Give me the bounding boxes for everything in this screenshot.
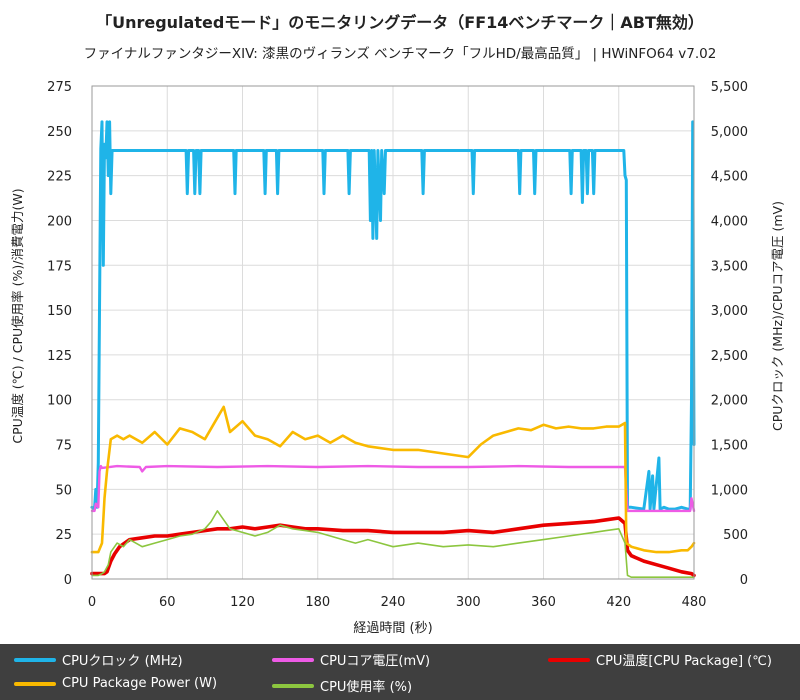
chart-area: 0 60 120 180 240 300 360 420 480 0 25 50 75 100 125 15…	[10, 80, 785, 636]
y-left-tick-label: 25	[55, 528, 72, 543]
x-tick-label: 420	[606, 595, 631, 610]
y-right-tick-label: 5,000	[711, 125, 748, 140]
x-axis-label: 経過時間 (秒)	[353, 621, 432, 636]
legend-label: CPUクロック (MHz)	[62, 654, 183, 669]
series-lines	[90, 120, 696, 579]
y-left-tick-label: 100	[47, 394, 72, 409]
y-left-tick-label: 0	[64, 573, 72, 588]
x-tick-label: 480	[682, 595, 707, 610]
y-left-tick-label: 150	[47, 304, 72, 319]
legend-swatch	[272, 657, 314, 662]
gridlines	[92, 86, 694, 579]
legend-swatch	[14, 681, 56, 686]
y-right-tick-label: 3,000	[711, 304, 748, 319]
y-left-tick-label: 50	[55, 483, 72, 498]
y-right-tick-label: 2,500	[711, 349, 748, 364]
x-tick-label: 180	[305, 595, 330, 610]
y-left-tick-label: 175	[47, 259, 72, 274]
legend-swatch	[14, 657, 56, 662]
legend-label: CPU温度[CPU Package] (℃)	[596, 654, 772, 669]
y-right-tick-label: 5,500	[711, 80, 748, 95]
legend-item-package-power: CPU Package Power (W)	[14, 676, 217, 691]
series-line-1	[90, 464, 696, 513]
legend-item-cpu-temp: CPU温度[CPU Package] (℃)	[548, 650, 772, 669]
y-left-tick-label: 200	[47, 214, 72, 229]
y-left-tick-label: 125	[47, 349, 72, 364]
x-axis-ticks: 0 60 120 180 240 300 360 420 480	[88, 595, 707, 610]
y-left-tick-label: 275	[47, 80, 72, 95]
y-right-tick-label: 4,000	[711, 214, 748, 229]
y-right-tick-label: 2,000	[711, 394, 748, 409]
x-tick-label: 60	[159, 595, 176, 610]
x-tick-label: 360	[531, 595, 556, 610]
legend-item-cpu-clock: CPUクロック (MHz)	[14, 650, 183, 669]
y-axis-label-left: CPU温度 (℃) / CPU使用率 (%)/消費電力(W)	[10, 188, 25, 443]
x-tick-label: 120	[230, 595, 255, 610]
y-right-tick-label: 1,500	[711, 439, 748, 454]
y-axis-label-right: CPUクロック (MHz)/CPUコア電圧 (mV)	[770, 201, 785, 431]
legend-label: CPU Package Power (W)	[62, 676, 218, 691]
plot-frame	[91, 85, 695, 580]
chart-subtitle: ファイナルファンタジーXIV: 漆黒のヴィランズ ベンチマーク「フルHD/最高品…	[83, 46, 717, 62]
y-right-tick-label: 1,000	[711, 483, 748, 498]
x-tick-label: 240	[381, 595, 406, 610]
y-right-tick-label: 0	[740, 573, 748, 588]
series-line-4	[91, 510, 695, 579]
y-right-tick-label: 500	[723, 528, 748, 543]
chart-title: 「Unregulatedモード」のモニタリングデータ（FF14ベンチマーク｜AB…	[96, 13, 704, 32]
y-left-axis-ticks: 0 25 50 75 100 125 150 175 200 225 250 275	[47, 80, 72, 588]
y-right-axis-ticks: 0 500 1,000 1,500 2,000 2,500 3,000 3,500 4,000 4…	[711, 80, 748, 588]
legend-swatch	[548, 657, 590, 662]
y-left-tick-label: 250	[47, 125, 72, 140]
legend-item-core-voltage: CPUコア電圧(mV)	[272, 650, 430, 669]
x-tick-label: 300	[456, 595, 481, 610]
series-line-0	[90, 120, 696, 511]
y-right-tick-label: 3,500	[711, 259, 748, 274]
legend-swatch	[272, 683, 314, 688]
legend-label: CPUコア電圧(mV)	[320, 654, 431, 669]
legend-label: CPU使用率 (%)	[320, 680, 413, 695]
series-line-3	[90, 405, 696, 554]
y-left-tick-label: 225	[47, 170, 72, 185]
legend: CPUクロック (MHz) CPUコア電圧(mV) CPU温度[CPU Pack…	[0, 644, 800, 700]
x-tick-label: 0	[88, 595, 96, 610]
y-right-tick-label: 4,500	[711, 170, 748, 185]
y-left-tick-label: 75	[55, 439, 72, 454]
legend-item-cpu-usage: CPU使用率 (%)	[272, 676, 412, 695]
